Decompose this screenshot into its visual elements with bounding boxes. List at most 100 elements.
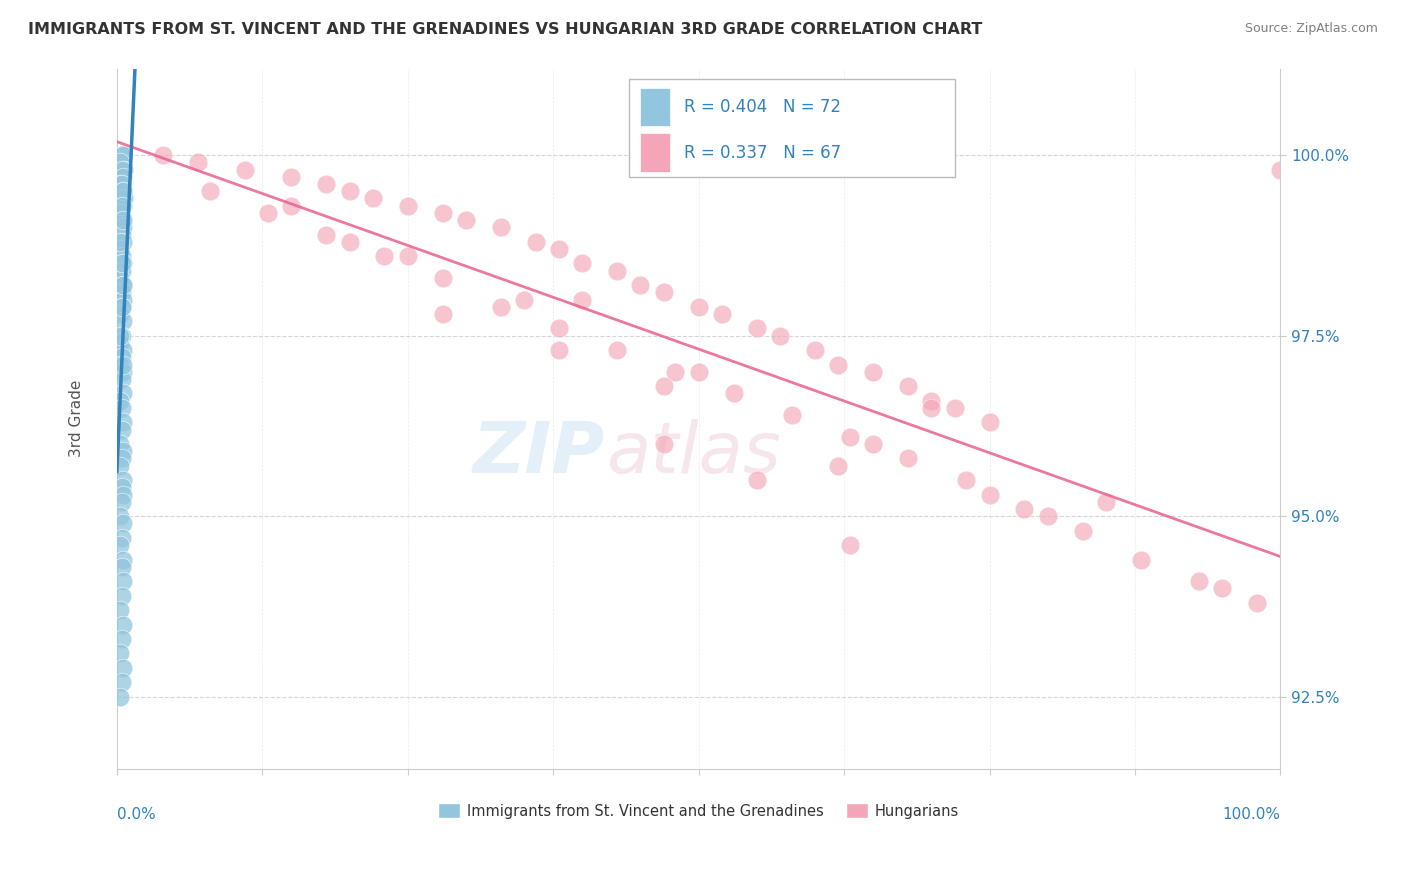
Point [571,293,593,307]
Point [110,423,132,437]
Point [373,249,395,263]
Point [110,647,132,661]
Point [110,328,132,343]
Bar [641,87,669,127]
Point [710,307,733,321]
Point [233,162,256,177]
Point [652,437,675,451]
Point [111,314,134,328]
Point [110,559,132,574]
Point [152,148,174,162]
Point [110,162,132,177]
Point [110,328,132,343]
Point [110,675,132,690]
Point [111,343,134,358]
Point [897,451,920,466]
Point [110,271,132,285]
Text: 3rd Grade: 3rd Grade [69,380,83,458]
Point [111,293,134,307]
Point [110,199,132,213]
Point [110,227,132,242]
Point [110,458,132,473]
Point [688,365,710,379]
Point [827,458,849,473]
FancyBboxPatch shape [628,79,955,178]
Point [110,285,132,300]
Point [110,495,132,509]
Point [606,343,628,358]
Text: 100.0%: 100.0% [1222,807,1281,822]
Point [920,393,942,408]
Point [111,415,134,429]
Point [111,148,134,162]
Point [838,538,860,552]
Text: 0.0%: 0.0% [117,807,156,822]
Point [110,351,132,365]
Point [630,278,652,293]
Point [548,242,571,256]
Point [862,437,884,451]
Point [1270,162,1292,177]
Point [339,184,361,198]
Point [111,256,134,270]
Point [110,690,132,704]
Point [396,199,419,213]
Point [111,516,134,531]
Text: Source: ZipAtlas.com: Source: ZipAtlas.com [1244,22,1378,36]
Point [723,386,745,401]
Point [780,408,803,422]
Point [827,358,849,372]
Point [110,300,132,314]
Point [111,487,134,501]
Point [110,148,132,162]
Point [111,278,134,293]
Point [652,379,675,393]
Point [111,365,134,379]
Point [110,300,132,314]
Point [111,184,134,198]
Point [111,199,134,213]
Point [111,444,134,458]
Point [1211,582,1233,596]
Text: atlas: atlas [606,419,780,488]
Text: R = 0.337   N = 67: R = 0.337 N = 67 [683,144,841,161]
Point [110,589,132,603]
Point [432,307,454,321]
Point [606,263,628,277]
Point [111,661,134,675]
Point [664,365,686,379]
Point [110,242,132,256]
Point [280,199,302,213]
Point [1095,495,1118,509]
Point [110,451,132,466]
Point [111,220,134,235]
Bar [641,133,669,172]
Text: R = 0.404   N = 72: R = 0.404 N = 72 [683,98,841,116]
Point [513,293,536,307]
Point [110,393,132,408]
Point [110,437,132,451]
Point [111,386,134,401]
Point [1129,552,1152,566]
Point [432,271,454,285]
Point [110,155,132,169]
Point [1071,524,1094,538]
Point [110,206,132,220]
Point [454,213,477,227]
Point [955,473,977,487]
Point [110,538,132,552]
Point [111,235,134,249]
Point [112,162,135,177]
Point [111,278,134,293]
Point [111,169,134,184]
Point [110,213,132,227]
Point [1036,509,1059,524]
Point [112,192,135,206]
Point [110,335,132,350]
Point [571,256,593,270]
Text: ZIP: ZIP [474,419,606,488]
Point [111,213,134,227]
Point [110,531,132,545]
Text: IMMIGRANTS FROM ST. VINCENT AND THE GRENADINES VS HUNGARIAN 3RD GRADE CORRELATIO: IMMIGRANTS FROM ST. VINCENT AND THE GREN… [28,22,983,37]
Point [489,300,512,314]
